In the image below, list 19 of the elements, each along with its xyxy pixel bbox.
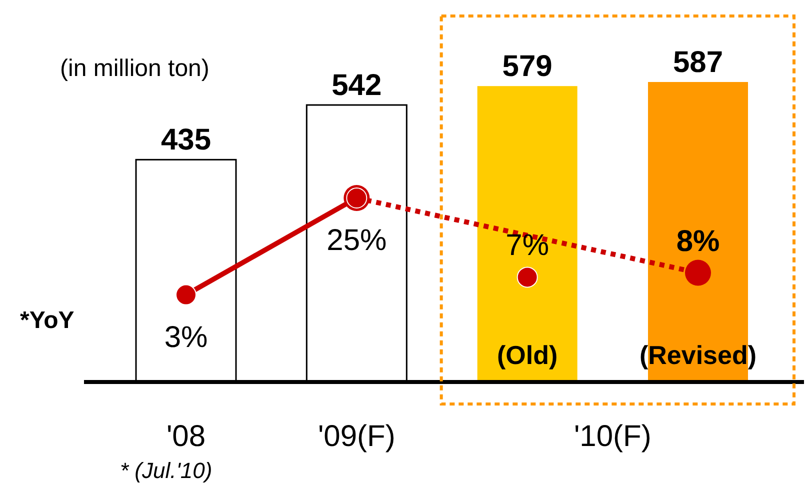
text: '10(F) (574, 420, 652, 453)
x-tick-label: '09(F) (318, 420, 396, 453)
data-label: 7% (506, 229, 550, 262)
data-label: 25% (326, 224, 387, 257)
data-label: 3% (164, 320, 208, 354)
point (685, 260, 711, 286)
data-label: 8% (676, 224, 720, 258)
data-label: 542 (332, 69, 382, 102)
point (176, 284, 196, 306)
text: *YoY (20, 307, 74, 334)
data-label: 435 (160, 124, 212, 157)
text: (in million ton) (60, 55, 210, 82)
data-label: 579 (502, 50, 552, 84)
text: * (Jul.'10) (120, 458, 212, 483)
bar (477, 86, 578, 382)
data-label: 587 (672, 46, 724, 79)
point (516, 266, 538, 288)
annotation: (Old) (497, 340, 558, 370)
x-tick-label: '08 (166, 420, 206, 453)
